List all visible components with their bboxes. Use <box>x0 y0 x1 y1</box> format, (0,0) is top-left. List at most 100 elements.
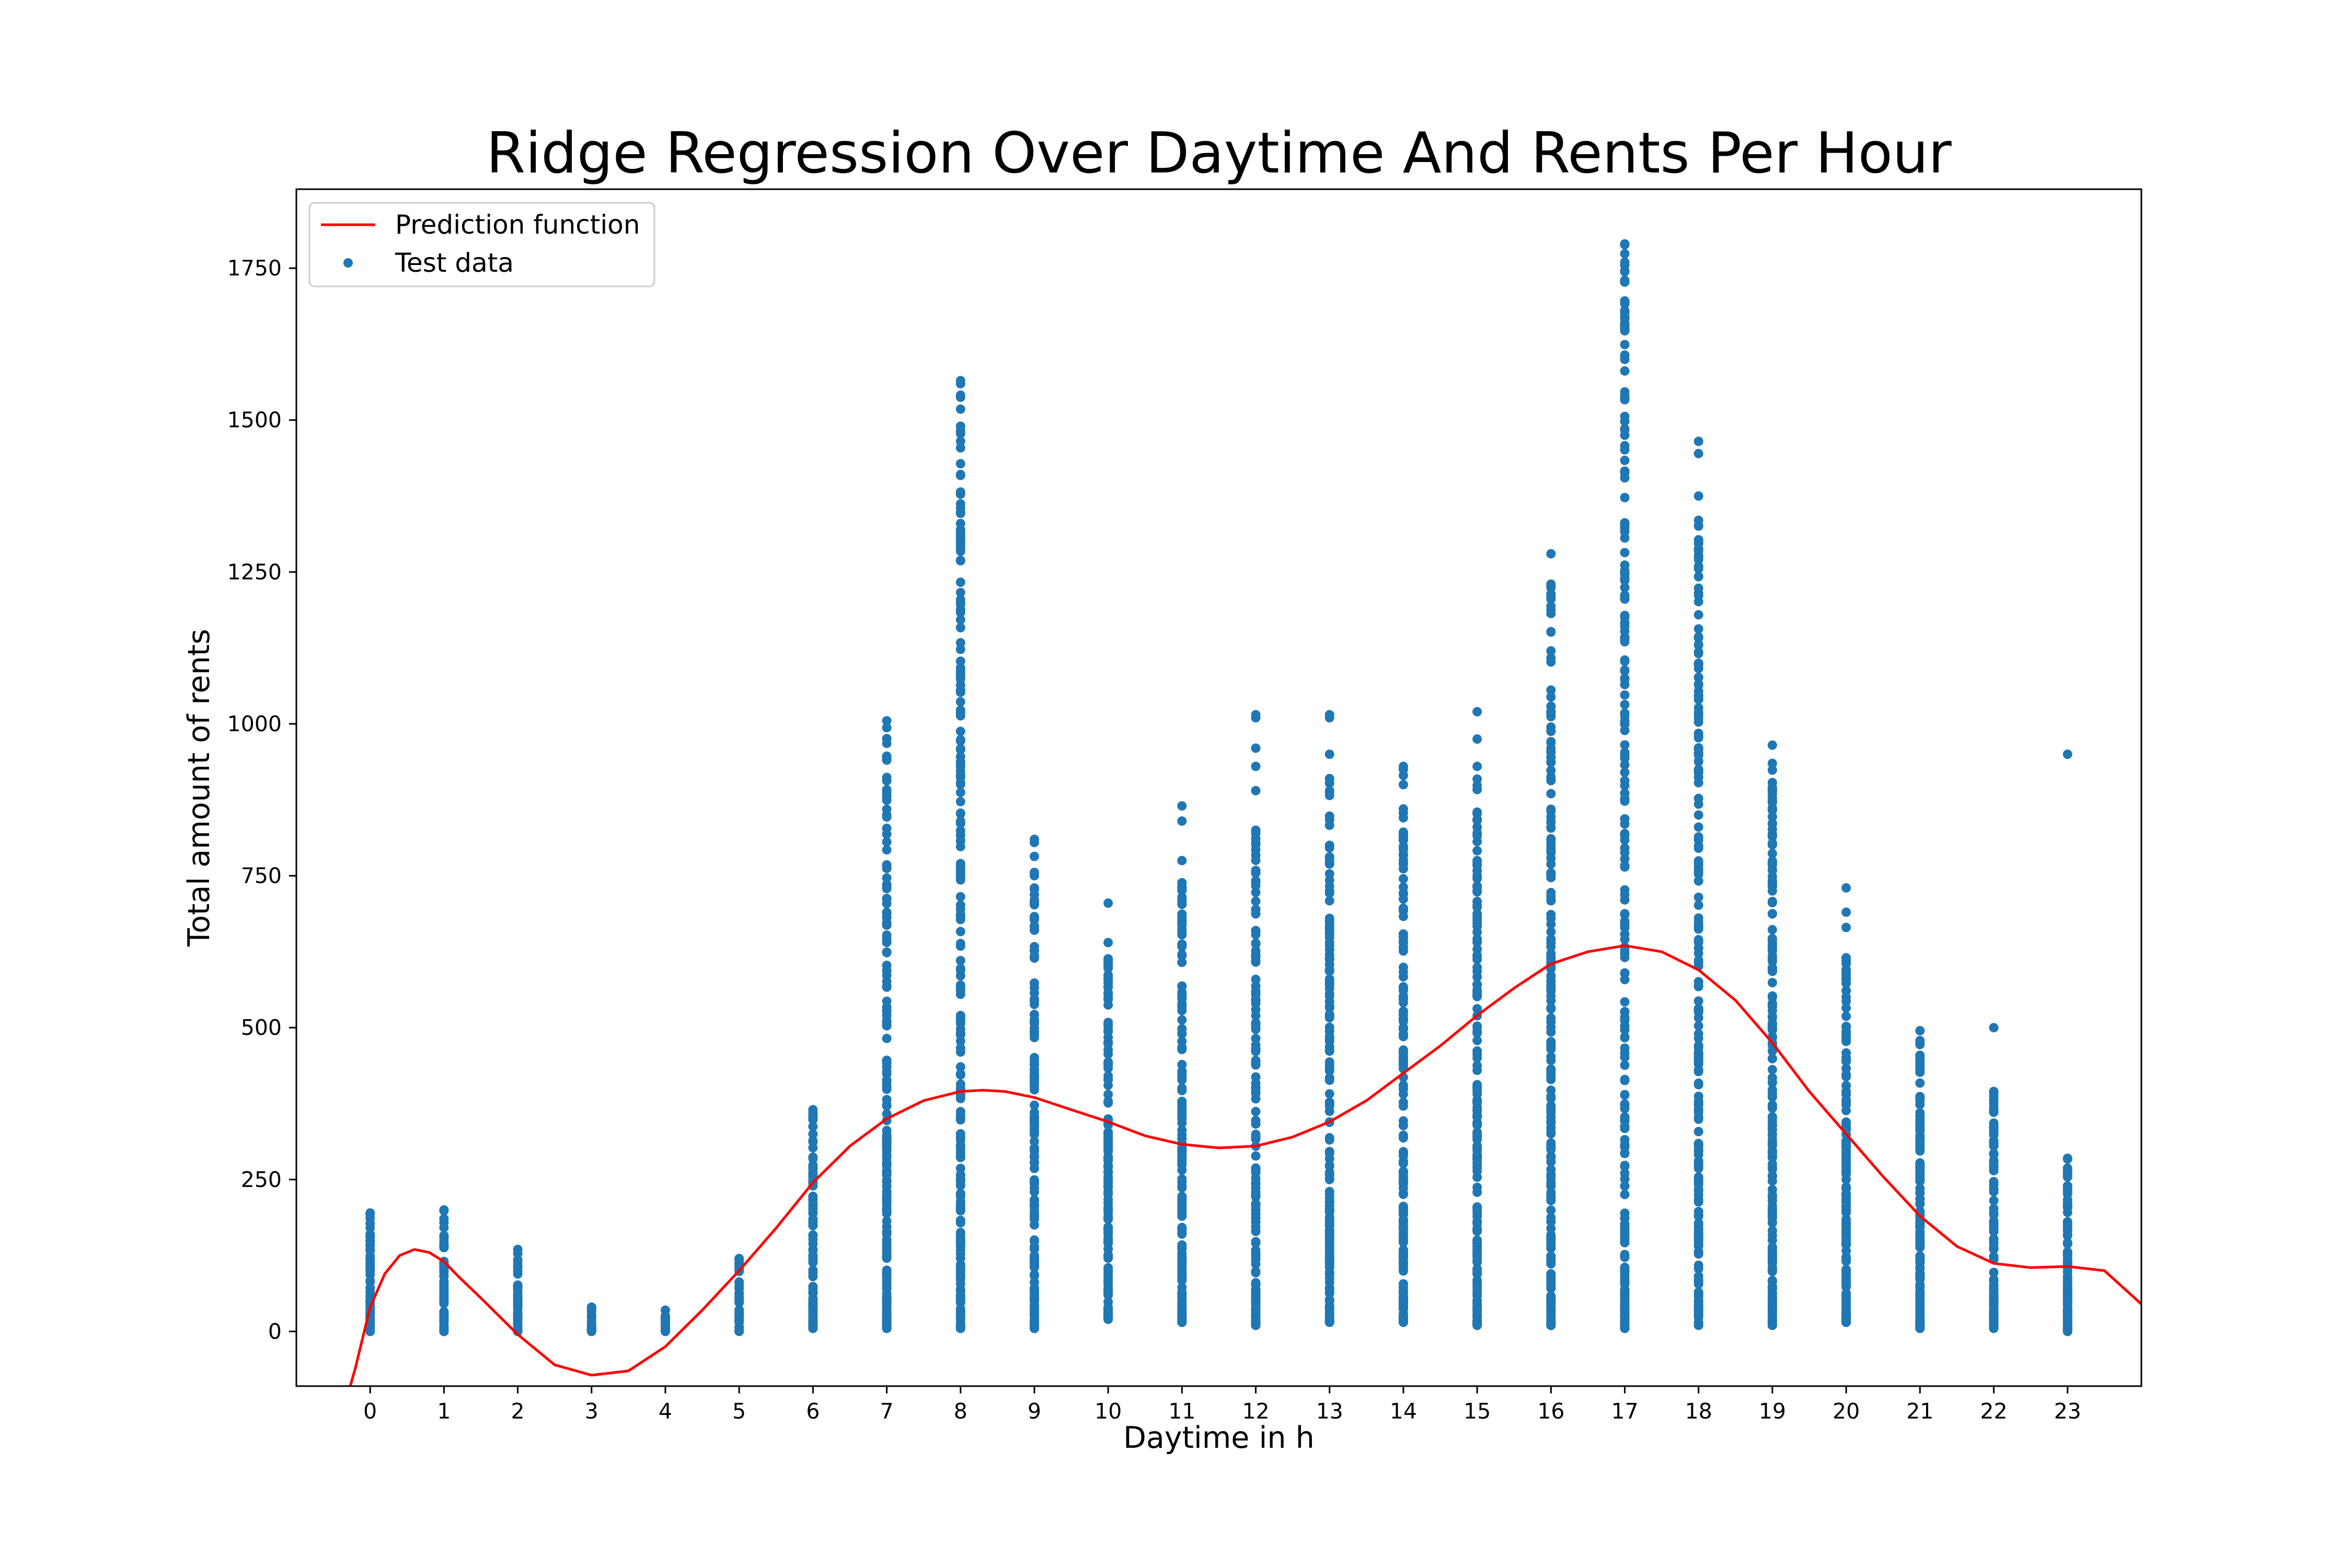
test-data-point <box>1103 1018 1113 1028</box>
test-data-point <box>1324 1295 1334 1305</box>
x-tick-label: 23 <box>2054 1399 2081 1424</box>
test-data-point <box>1693 1049 1703 1059</box>
test-data-point <box>1693 1127 1703 1136</box>
test-data-point <box>1399 762 1408 771</box>
test-data-point <box>1399 1116 1408 1126</box>
test-data-point <box>1399 1167 1408 1177</box>
test-data-point <box>734 1327 744 1336</box>
legend-prediction-label: Prediction function <box>395 210 640 240</box>
test-data-point <box>1546 1085 1556 1095</box>
test-data-point <box>955 421 965 431</box>
test-data-point <box>1620 1025 1630 1035</box>
test-data-point <box>1399 962 1408 972</box>
test-data-point <box>1620 760 1630 770</box>
test-data-point <box>1989 1125 1999 1135</box>
y-axis-label: Total amount of rents <box>182 629 216 947</box>
test-data-point <box>1030 1056 1039 1066</box>
test-data-point <box>1030 1187 1039 1197</box>
test-data-point <box>1324 974 1334 984</box>
test-data-point <box>1030 1157 1039 1167</box>
test-data-point <box>1251 1046 1261 1056</box>
hour-18-points <box>1693 436 1703 1330</box>
test-data-point <box>1251 1019 1261 1029</box>
test-data-point <box>1620 1135 1630 1145</box>
test-data-point <box>1915 1292 1925 1301</box>
test-data-point <box>1693 632 1703 642</box>
test-data-point <box>1620 929 1630 939</box>
test-data-point <box>1251 877 1261 886</box>
hour-10-points <box>1103 898 1113 1324</box>
test-data-point <box>1251 950 1261 960</box>
test-data-point <box>1620 239 1630 249</box>
test-data-point <box>955 1047 965 1057</box>
test-data-point <box>1472 1238 1482 1248</box>
test-data-point <box>955 1140 965 1150</box>
test-data-point <box>882 863 892 873</box>
test-data-point <box>955 985 965 995</box>
test-data-point <box>1546 1157 1556 1167</box>
test-data-point <box>586 1316 596 1326</box>
test-data-point <box>661 1317 670 1327</box>
test-data-point <box>1546 1022 1556 1032</box>
test-data-point <box>439 1277 449 1287</box>
x-tick-label: 0 <box>363 1399 377 1424</box>
test-data-point <box>1251 1151 1261 1161</box>
test-data-point <box>1399 1215 1408 1225</box>
test-data-point <box>1620 257 1630 267</box>
test-data-point <box>1103 1187 1113 1197</box>
test-data-point <box>1841 1056 1851 1066</box>
test-data-point <box>808 1194 818 1204</box>
test-data-point <box>808 1282 818 1292</box>
test-data-point <box>1768 1320 1777 1330</box>
x-tick-label: 17 <box>1611 1399 1639 1424</box>
test-data-point <box>1251 909 1261 919</box>
test-data-point <box>955 599 965 609</box>
test-data-point <box>955 697 965 707</box>
test-data-point <box>1620 920 1630 930</box>
test-data-point <box>1620 942 1630 952</box>
test-data-point <box>1546 766 1556 775</box>
test-data-point <box>1251 1221 1261 1231</box>
test-data-point <box>1841 953 1851 963</box>
test-data-point <box>1768 925 1777 935</box>
test-data-point <box>1915 1054 1925 1064</box>
test-data-point <box>1693 552 1703 562</box>
test-data-point <box>1693 1264 1703 1274</box>
test-data-point <box>1251 1313 1261 1323</box>
test-data-point <box>1693 1297 1703 1307</box>
test-data-point <box>1251 710 1261 720</box>
test-data-point <box>1693 1029 1703 1039</box>
test-data-point <box>1472 837 1482 847</box>
test-data-point <box>513 1280 523 1290</box>
test-data-point <box>1620 1238 1630 1248</box>
test-data-point <box>365 1327 375 1336</box>
test-data-point <box>1693 610 1703 620</box>
test-data-point <box>1324 1160 1334 1170</box>
test-data-point <box>882 716 892 726</box>
test-data-point <box>1251 1237 1261 1247</box>
test-data-point <box>1399 1234 1408 1243</box>
test-data-point <box>955 535 965 545</box>
test-data-point <box>1472 828 1482 838</box>
test-data-point <box>1693 841 1703 851</box>
test-data-point <box>1989 1108 1999 1117</box>
test-data-point <box>1620 910 1630 920</box>
test-data-point <box>882 723 892 733</box>
test-data-point <box>955 376 965 386</box>
test-data-point <box>1546 727 1556 736</box>
test-data-point <box>1103 1162 1113 1172</box>
test-data-point <box>1693 1006 1703 1016</box>
test-data-point <box>1324 1317 1334 1327</box>
test-data-point <box>1177 1130 1187 1140</box>
legend-test-data-swatch <box>343 258 353 268</box>
test-data-point <box>1177 878 1187 887</box>
test-data-point <box>1768 1129 1777 1139</box>
test-data-point <box>882 1067 892 1077</box>
test-data-point <box>1399 859 1408 869</box>
test-data-point <box>513 1301 523 1311</box>
test-data-point <box>1177 1266 1187 1276</box>
test-data-point <box>1841 986 1851 996</box>
test-data-point <box>1030 915 1039 925</box>
test-data-point <box>1472 846 1482 856</box>
test-data-point <box>1030 1308 1039 1318</box>
